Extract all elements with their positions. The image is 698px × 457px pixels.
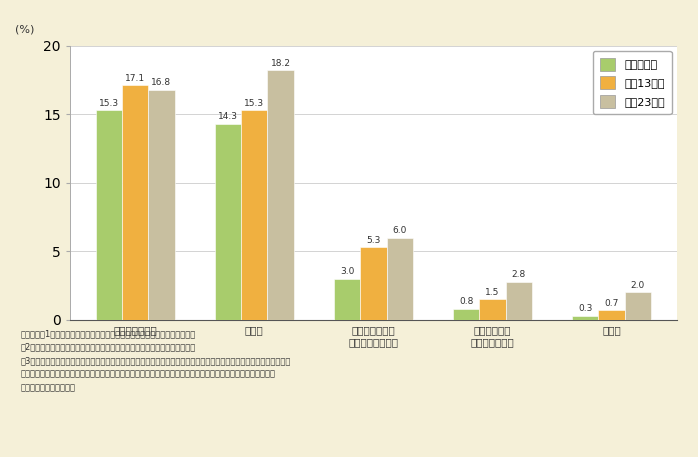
Bar	[453, 309, 480, 320]
Text: (%): (%)	[15, 25, 34, 35]
Text: 16.8: 16.8	[151, 78, 172, 87]
Bar	[149, 90, 174, 320]
Bar	[572, 316, 598, 320]
Bar	[625, 292, 651, 320]
Text: 2.8: 2.8	[512, 270, 526, 279]
Bar	[334, 279, 360, 320]
Bar	[96, 110, 122, 320]
Legend: 平成３年度, 平成13年度, 平成23年度: 平成３年度, 平成13年度, 平成23年度	[593, 51, 671, 114]
Text: 3.0: 3.0	[340, 267, 355, 276]
Text: 15.3: 15.3	[244, 99, 265, 108]
Bar	[267, 70, 294, 320]
Text: 0.3: 0.3	[578, 304, 593, 314]
Bar	[242, 110, 267, 320]
Text: 14.3: 14.3	[218, 112, 238, 122]
Text: 18.2: 18.2	[271, 59, 290, 68]
Text: 2.0: 2.0	[630, 281, 645, 290]
Bar	[505, 282, 532, 320]
Bar	[598, 310, 625, 320]
Text: 第17図　一般職国家公務員の役職段階別の女性割合: 第17図 一般職国家公務員の役職段階別の女性割合	[8, 11, 221, 25]
Text: （備考）　1．人事院「一般職の国家公務員の任用状況調査報告」より作成。
　2．平成３年度は年度末、１３年度及び２３年度は１月１５日現在の割合。
　3．係長級は、: （備考） 1．人事院「一般職の国家公務員の任用状況調査報告」より作成。 2．平成…	[21, 329, 291, 392]
Text: 17.1: 17.1	[125, 74, 145, 83]
Bar	[480, 299, 505, 320]
Bar	[387, 238, 413, 320]
Text: 0.8: 0.8	[459, 298, 473, 307]
Text: 0.7: 0.7	[604, 299, 618, 308]
Text: 1.5: 1.5	[485, 288, 500, 297]
Text: 6.0: 6.0	[392, 226, 407, 235]
Text: 15.3: 15.3	[99, 99, 119, 108]
Text: 5.3: 5.3	[366, 236, 380, 245]
Bar	[215, 124, 242, 320]
Bar	[122, 85, 149, 320]
Bar	[360, 247, 387, 320]
